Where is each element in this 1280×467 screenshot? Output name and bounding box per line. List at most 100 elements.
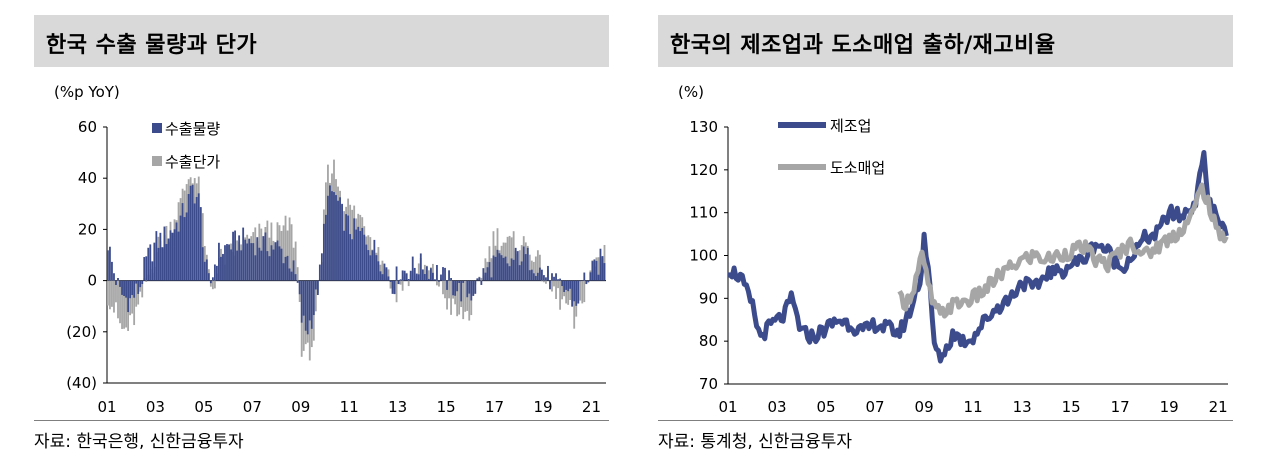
bar-volume [256, 237, 259, 281]
bar-volume [280, 248, 283, 281]
bar-volume [393, 280, 396, 295]
bar-price [583, 280, 586, 303]
bar-price [117, 280, 119, 319]
bar-price [399, 280, 402, 285]
bar-volume [224, 245, 226, 281]
bar-volume [207, 273, 210, 281]
bar-price [573, 280, 576, 329]
bar-volume [173, 229, 176, 281]
bar-volume [240, 250, 243, 281]
bar-price [209, 280, 212, 287]
source-divider [658, 420, 1233, 421]
bar-volume [555, 273, 557, 281]
y-tick-label: 0 [87, 272, 97, 290]
y-tick-label: 120 [689, 161, 718, 179]
bar-volume [494, 256, 497, 281]
x-tick-label: 19 [533, 398, 552, 416]
bar-price [302, 280, 305, 351]
bar-volume [109, 246, 111, 281]
bar-volume [193, 203, 196, 281]
bar-volume [549, 280, 551, 290]
bar-volume [450, 278, 452, 281]
bar-price [211, 280, 214, 290]
bar-volume [125, 280, 127, 298]
bar-volume [599, 248, 602, 281]
bar-volume [601, 256, 604, 281]
x-tick-label: 11 [340, 398, 359, 416]
bar-volume [541, 269, 543, 281]
bar-volume [343, 230, 345, 281]
bar-volume [242, 227, 245, 281]
bar-volume [272, 249, 275, 281]
bar-volume [504, 256, 507, 281]
bar-volume [385, 267, 388, 281]
bar-volume [577, 280, 580, 304]
bar-price [254, 227, 257, 281]
bar-price [480, 277, 483, 281]
bar-volume [536, 272, 539, 281]
bar-price [133, 280, 136, 326]
bar-volume [167, 238, 170, 281]
bar-price [464, 280, 467, 312]
bar-volume [161, 247, 164, 281]
bar-price [286, 230, 289, 281]
bar-volume [165, 244, 168, 281]
bar-volume [591, 261, 594, 281]
series-line-wholesale-retail [897, 182, 1229, 319]
bar-price [436, 280, 438, 286]
bar-volume [468, 280, 471, 294]
bar-volume [335, 195, 337, 281]
bar-price [456, 280, 459, 317]
y-tick-label: (40) [66, 374, 97, 392]
bar-price [395, 280, 398, 303]
bar-volume [312, 280, 315, 316]
bar-volume [300, 280, 303, 323]
bar-price [490, 258, 493, 281]
bar-volume [415, 273, 418, 281]
bar-price [551, 280, 553, 292]
bar-price [115, 280, 117, 303]
bar-volume [119, 280, 121, 287]
chart-title-bar: 한국 수출 물량과 단가 [34, 15, 609, 67]
bar-volume [131, 280, 134, 296]
bar-volume [476, 278, 479, 281]
x-tick-label: 19 [1160, 398, 1179, 416]
bar-price [446, 280, 448, 310]
bar-volume [270, 245, 273, 281]
chart-title-bar: 한국의 제조업과 도소매업 출하/재고비율 [658, 15, 1233, 67]
bar-volume [383, 263, 386, 281]
bar-volume [538, 267, 541, 281]
bar-volume [419, 253, 422, 281]
bar-volume [603, 263, 606, 281]
bar-volume [363, 234, 366, 281]
bar-volume [339, 197, 341, 281]
bar-volume [405, 273, 408, 281]
bar-volume [448, 270, 450, 281]
bar-volume [203, 261, 206, 281]
bar-price [444, 280, 446, 299]
bar-volume [510, 258, 513, 281]
bar-volume [357, 226, 360, 281]
bar-volume [518, 265, 521, 281]
x-tick-label: 21 [1209, 398, 1228, 416]
y-tick-label: 40 [78, 169, 97, 187]
bar-volume [530, 269, 533, 281]
bar-volume [149, 244, 152, 281]
bar-volume [329, 185, 331, 281]
bar-volume [181, 203, 184, 281]
bar-price [294, 241, 297, 281]
bar-volume [325, 214, 327, 281]
bar-volume [171, 232, 174, 281]
bar-volume [353, 218, 356, 281]
bar-volume [543, 275, 545, 281]
bar-volume [587, 280, 590, 282]
bar-volume [284, 256, 287, 281]
y-tick-label: 110 [689, 204, 718, 222]
x-tick-label: 05 [816, 398, 835, 416]
bar-volume [274, 242, 277, 281]
bar-volume [377, 261, 380, 281]
bar-volume [379, 271, 382, 281]
bar-volume [250, 243, 253, 281]
bar-price [266, 220, 269, 281]
x-tick-label: 15 [1062, 398, 1081, 416]
